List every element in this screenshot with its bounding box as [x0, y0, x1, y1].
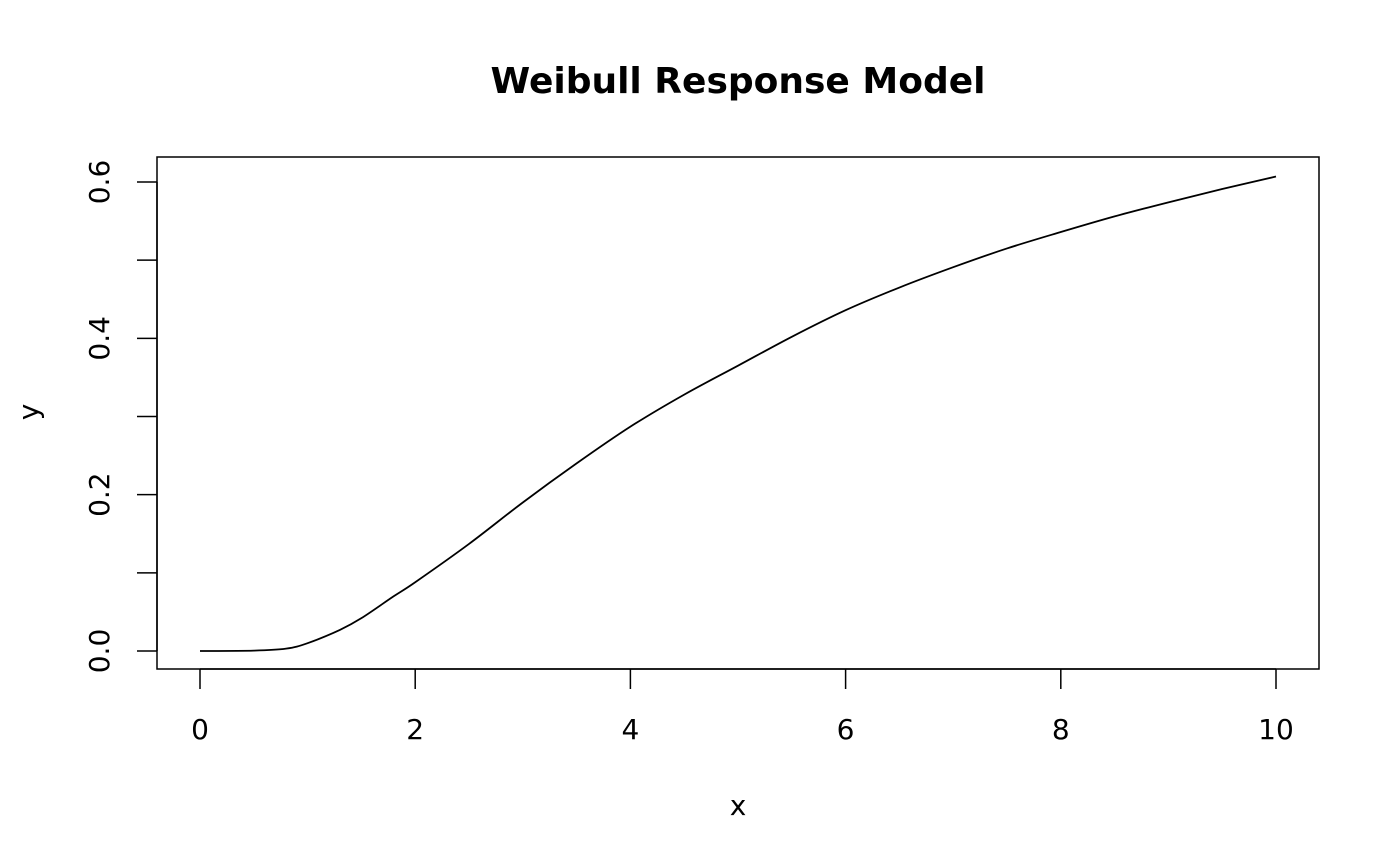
x-tick-label: 4: [621, 713, 639, 746]
x-tick-label: 0: [191, 713, 209, 746]
x-axis-label: x: [730, 789, 747, 822]
chart-title: Weibull Response Model: [491, 61, 986, 102]
y-tick-label: 0.0: [83, 629, 116, 674]
x-axis: 0 2 4 6 8 10: [191, 668, 1294, 746]
plot-frame: [156, 156, 1320, 670]
y-axis-label: y: [12, 404, 45, 421]
x-tick-label: 10: [1258, 713, 1294, 746]
series-group: [199, 175, 1277, 652]
y-axis: 0.0 0.2 0.4 0.6: [83, 160, 158, 674]
x-tick-label: 2: [406, 713, 424, 746]
y-tick-label: 0.4: [83, 316, 116, 361]
x-tick-label: 8: [1052, 713, 1070, 746]
y-tick-label: 0.6: [83, 160, 116, 205]
series-line: [199, 175, 1277, 652]
x-tick-label: 6: [837, 713, 855, 746]
y-tick-label: 0.2: [83, 472, 116, 517]
